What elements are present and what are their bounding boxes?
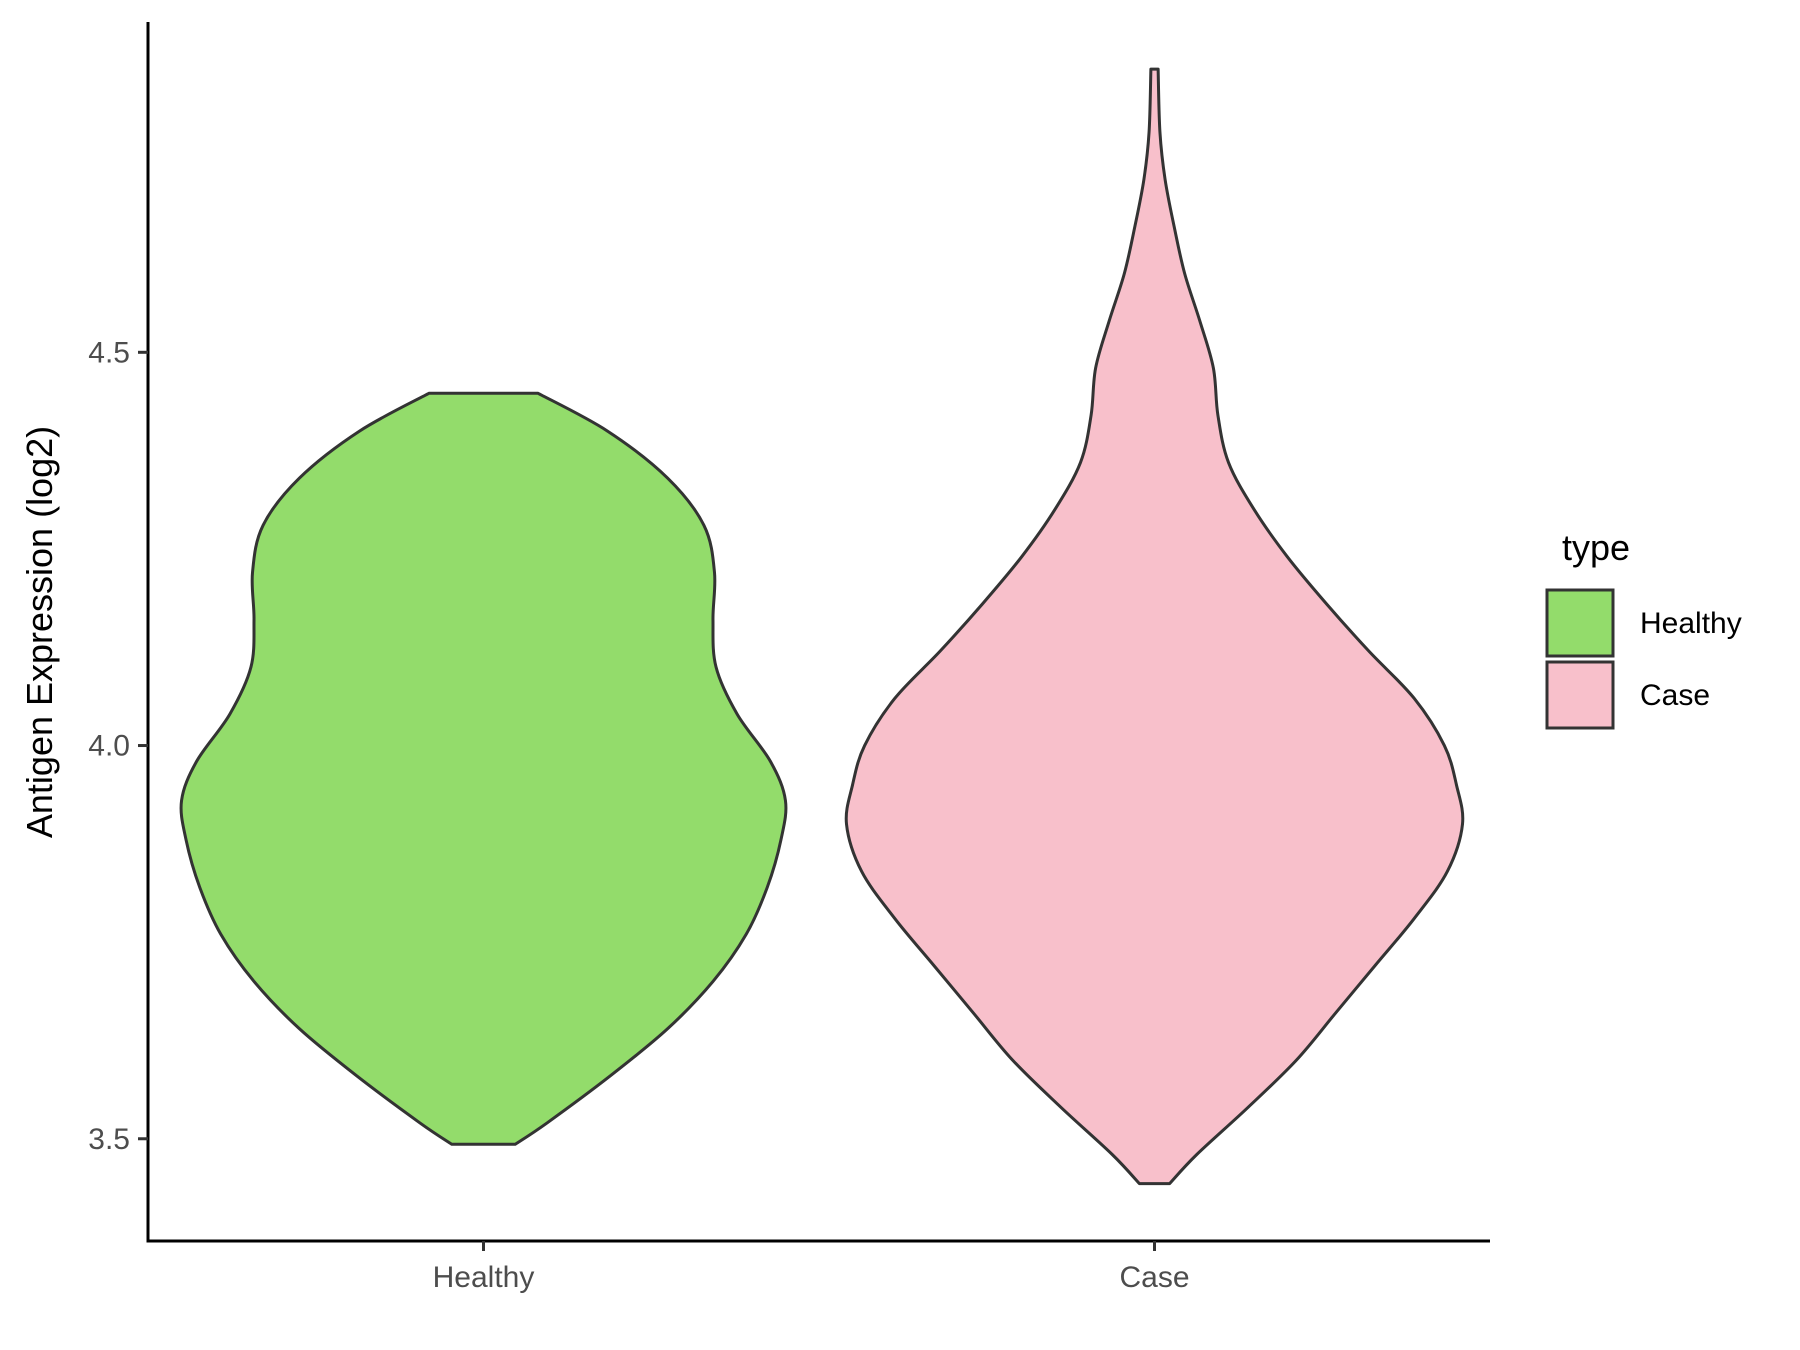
violin-case xyxy=(844,67,1465,1186)
y-tick-label: 4.0 xyxy=(88,730,130,763)
legend-label: Case xyxy=(1640,679,1710,712)
legend-entries: Healthy Case xyxy=(1545,588,1742,730)
y-ticks: 3.5 4.0 4.5 xyxy=(88,336,148,1156)
legend: type Healthy Case xyxy=(1545,527,1742,730)
violin-healthy xyxy=(179,391,788,1146)
violin-layer xyxy=(179,67,1465,1186)
y-axis-title: Antigen Expression (log2) xyxy=(19,426,60,838)
legend-title: type xyxy=(1562,527,1630,568)
x-tick-label: Healthy xyxy=(433,1261,535,1294)
x-ticks: Healthy Case xyxy=(433,1241,1190,1294)
legend-key-case xyxy=(1545,660,1615,730)
x-tick-label: Case xyxy=(1119,1261,1189,1294)
y-tick-label: 4.5 xyxy=(88,336,130,369)
legend-label: Healthy xyxy=(1640,607,1742,640)
legend-key-healthy xyxy=(1545,588,1615,658)
y-tick-label: 3.5 xyxy=(88,1123,130,1156)
